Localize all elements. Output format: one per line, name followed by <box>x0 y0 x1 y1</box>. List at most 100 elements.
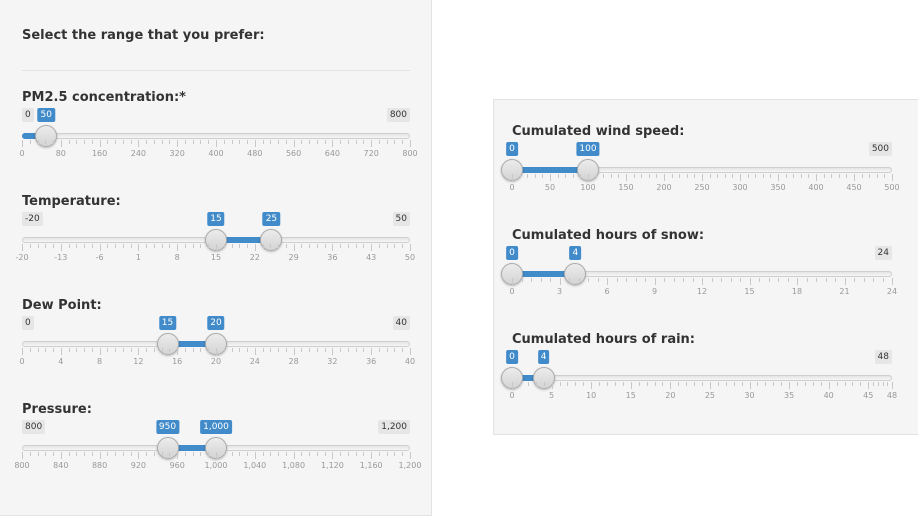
tick-mark-minor <box>161 452 163 456</box>
to-value-label: 4 <box>569 246 582 260</box>
tick-mark-minor <box>645 278 646 282</box>
tick-mark <box>410 348 411 355</box>
tick-mark-minor <box>394 452 396 456</box>
tick-label: 9 <box>651 287 658 296</box>
tick-mark <box>512 278 513 285</box>
tick-mark <box>559 278 561 285</box>
tick-label: 12 <box>133 357 144 366</box>
tick-mark-minor <box>616 278 618 282</box>
tick-mark-minor <box>53 140 55 144</box>
tick-mark-minor <box>130 452 132 456</box>
tick-mark-minor <box>662 382 664 386</box>
tick-mark-minor <box>223 348 225 352</box>
tick-mark <box>702 174 703 181</box>
tick-mark <box>138 348 140 355</box>
tick-mark-minor <box>778 278 779 282</box>
slider-bar <box>167 341 216 347</box>
slider-track[interactable] <box>512 375 892 381</box>
slider-track[interactable] <box>22 133 410 139</box>
tick-mark-minor <box>394 140 396 144</box>
tick-mark <box>868 382 870 389</box>
tick-mark-minor <box>107 348 109 352</box>
tick-mark-minor <box>519 174 521 178</box>
tick-mark <box>293 244 295 251</box>
tick-mark-minor <box>324 452 326 456</box>
tick-mark-minor <box>887 382 889 386</box>
tick-mark-minor <box>599 382 601 386</box>
tick-mark-minor <box>812 382 814 386</box>
tick-mark-minor <box>68 140 70 144</box>
tick-label: 32 <box>327 357 338 366</box>
tick-mark-minor <box>648 174 650 178</box>
tick-mark <box>550 174 551 181</box>
tick-mark-minor <box>45 452 47 456</box>
tick-mark-minor <box>531 278 532 282</box>
tick-mark-minor <box>146 348 148 352</box>
tick-mark-minor <box>270 244 272 248</box>
tick-mark-minor <box>873 278 874 282</box>
tick-label: 29 <box>288 253 299 262</box>
tick-label: 1 <box>135 253 141 262</box>
dew-point-label: Dew Point: <box>22 298 102 313</box>
tick-mark-minor <box>730 278 732 282</box>
tick-label: 3 <box>556 287 563 296</box>
tick-label: 480 <box>247 149 263 158</box>
from-value-label: 950 <box>155 420 180 434</box>
tick-mark-minor <box>638 382 640 386</box>
tick-mark-minor <box>535 382 537 386</box>
tick-mark <box>293 348 295 355</box>
tick-mark <box>630 382 632 389</box>
tick-mark-minor <box>146 452 148 456</box>
tick-mark-minor <box>852 382 854 386</box>
panel-title: Select the range that you prefer: <box>22 28 265 43</box>
tick-mark-minor <box>37 244 39 248</box>
from-value-label: 0 <box>506 350 518 364</box>
tick-mark <box>60 348 62 355</box>
tick-mark-minor <box>192 140 194 144</box>
tick-label: 40 <box>404 357 416 366</box>
tick-label: 0 <box>19 357 25 366</box>
tick-mark-minor <box>765 382 767 386</box>
max-label: 40 <box>392 316 410 330</box>
tick-label: 15 <box>625 391 636 400</box>
slider-handle-to[interactable] <box>260 229 283 251</box>
tick-mark-minor <box>301 348 303 352</box>
tick-mark-minor <box>534 174 536 178</box>
tick-mark-minor <box>184 244 186 248</box>
tick-mark <box>138 244 140 251</box>
tick-label: 1,040 <box>243 461 267 470</box>
tick-mark-minor <box>542 174 544 178</box>
tick-mark-minor <box>309 140 311 144</box>
tick-label: 6 <box>604 287 610 296</box>
tick-mark-minor <box>223 452 225 456</box>
tick-mark-minor <box>823 174 825 178</box>
tick-mark-minor <box>543 382 545 386</box>
to-value-label: 100 <box>576 142 600 156</box>
tick-label: 350 <box>770 183 786 192</box>
slider-handle-to[interactable] <box>532 367 555 389</box>
tick-mark-minor <box>572 174 574 178</box>
tick-mark-minor <box>692 278 694 282</box>
tick-mark-minor <box>678 382 680 386</box>
tick-mark-minor <box>614 382 616 386</box>
tick-mark <box>892 174 893 181</box>
tick-label: 15 <box>744 287 755 296</box>
tick-mark-minor <box>844 382 846 386</box>
tick-mark-minor <box>309 348 311 352</box>
tick-label: 24 <box>886 287 898 296</box>
tick-mark-minor <box>846 174 848 178</box>
tick-mark-minor <box>882 382 884 386</box>
tick-mark-minor <box>781 382 783 386</box>
tick-label: 8 <box>174 253 180 262</box>
tick-mark-minor <box>84 244 86 248</box>
tick-mark-minor <box>76 244 78 248</box>
tick-mark <box>828 382 830 389</box>
slider-handle-to[interactable] <box>35 125 58 147</box>
tick-mark-minor <box>231 140 233 144</box>
tick-mark-minor <box>402 452 404 456</box>
tick-marks <box>22 140 411 148</box>
tick-mark-minor <box>709 174 711 178</box>
tick-label: 50 <box>404 253 416 262</box>
tick-mark-minor <box>122 348 124 352</box>
tick-mark-minor <box>37 140 39 144</box>
